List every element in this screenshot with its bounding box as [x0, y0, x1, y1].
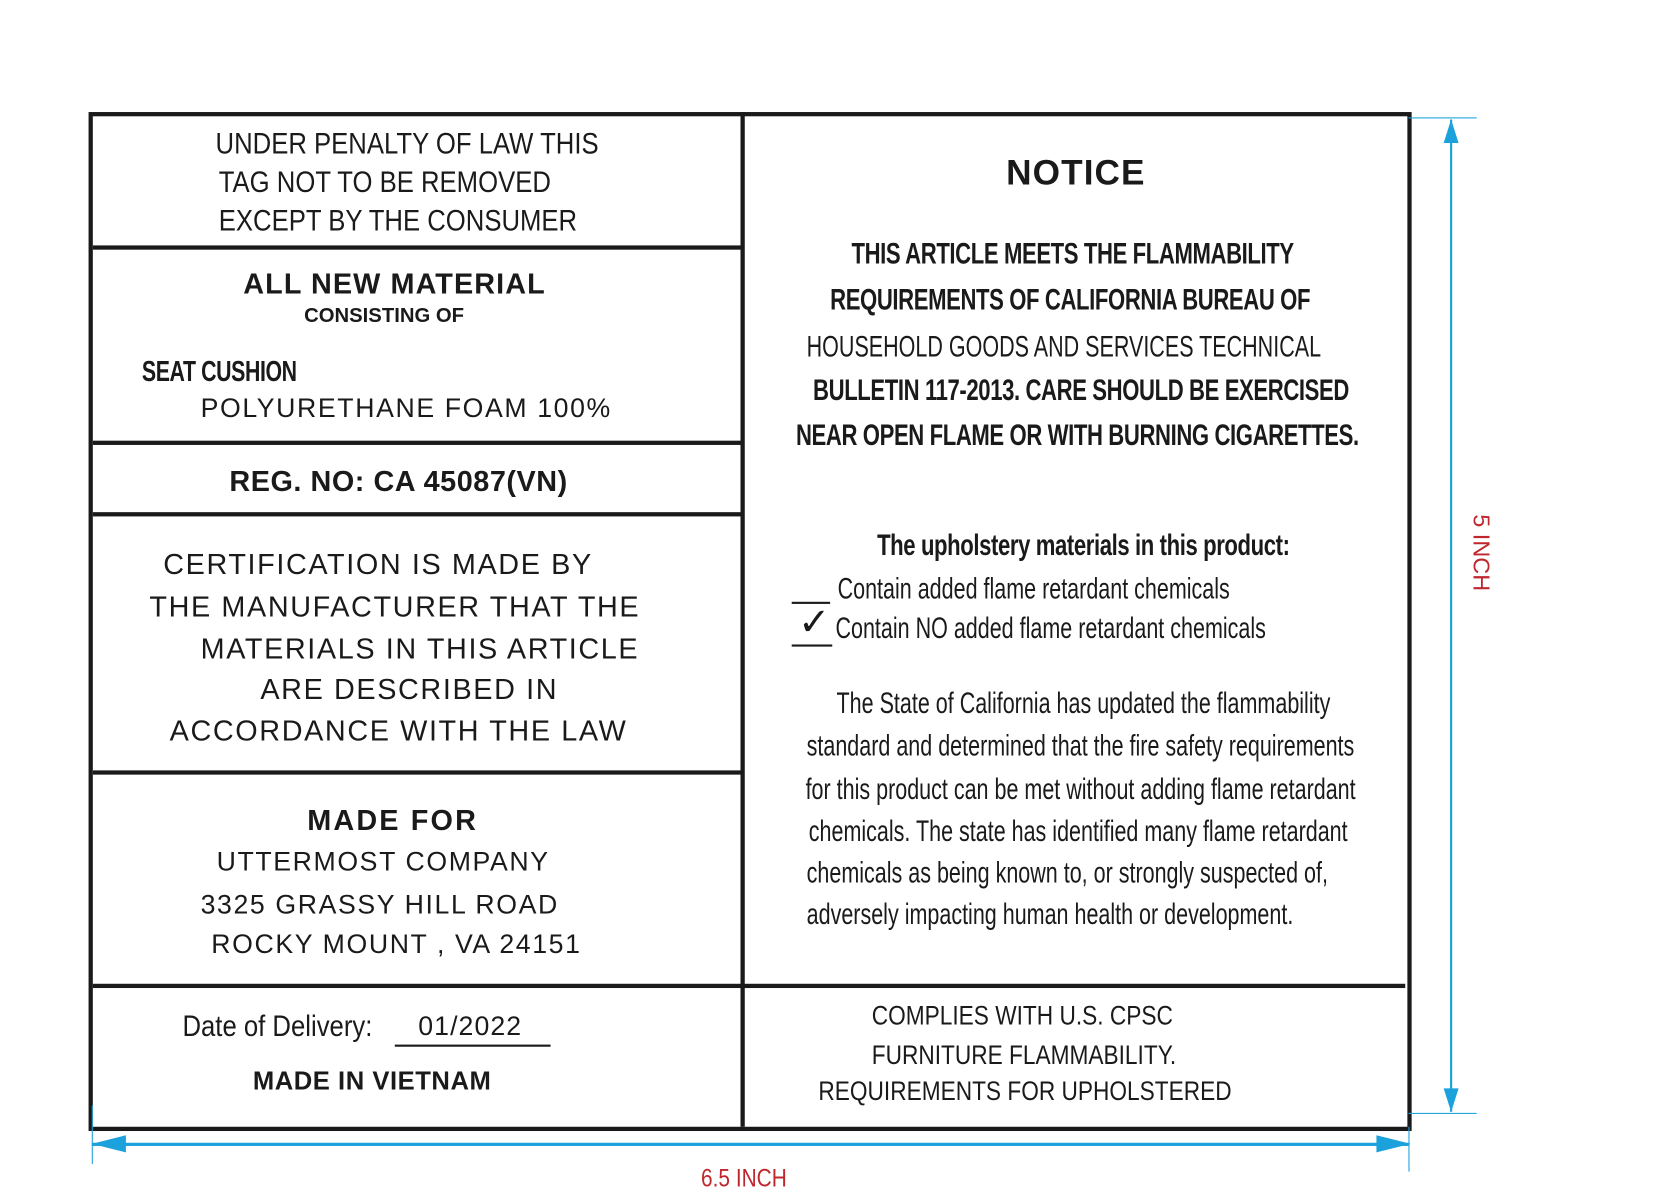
flammability-line: HOUSEHOLD GOODS AND SERVICES TECHNICAL	[806, 329, 1322, 363]
material-heading: ALL NEW MATERIAL	[243, 267, 546, 300]
registration-number: REG. NO: CA 45087(VN)	[229, 465, 568, 498]
state-paragraph-line: adversely impacting human health or deve…	[806, 897, 1294, 931]
cpsc-line: FURNITURE FLAMMABILITY.	[871, 1040, 1177, 1071]
label-border	[88, 112, 1412, 1132]
origin-country: MADE IN VIETNAM	[252, 1067, 492, 1096]
checked-box-line	[791, 644, 833, 647]
date-underline	[394, 1044, 551, 1047]
flammability-line: BULLETIN 117-2013. CARE SHOULD BE EXERCI…	[813, 373, 1349, 407]
divider	[92, 770, 742, 775]
component-name: SEAT CUSHION	[141, 355, 297, 388]
consisting-of: CONSISTING OF	[304, 305, 465, 328]
unchecked-box-line	[791, 601, 831, 604]
state-paragraph-line: chemicals. The state has identified many…	[808, 814, 1348, 848]
state-paragraph-line: standard and determined that the fire sa…	[806, 728, 1355, 762]
checkmark-icon: ✓	[798, 600, 831, 645]
state-paragraph-line: for this product can be met without addi…	[805, 772, 1356, 806]
notice-title: NOTICE	[1006, 152, 1146, 193]
tag-notice-line: TAG NOT TO BE REMOVED	[218, 165, 551, 199]
flammability-line: REQUIREMENTS OF CALIFORNIA BUREAU OF	[830, 282, 1311, 316]
upholstery-heading: The upholstery materials in this product…	[877, 528, 1290, 562]
width-label: 6.5 INCH	[701, 1164, 787, 1192]
state-paragraph-line: The State of California has updated the …	[836, 686, 1331, 720]
option-no-added-chemicals: Contain NO added flame retardant chemica…	[835, 611, 1266, 645]
flammability-line: NEAR OPEN FLAME OR WITH BURNING CIGARETT…	[795, 418, 1359, 452]
certification-line: MATERIALS IN THIS ARTICLE	[200, 632, 640, 665]
cpsc-line: REQUIREMENTS FOR UPHOLSTERED	[818, 1076, 1232, 1107]
height-label: 5 INCH	[1468, 514, 1495, 592]
flammability-line: THIS ARTICLE MEETS THE FLAMMABILITY	[851, 236, 1294, 270]
divider	[92, 512, 742, 517]
made-for-heading: MADE FOR	[307, 804, 479, 837]
tag-notice-line: EXCEPT BY THE CONSUMER	[218, 203, 578, 237]
date-label: Date of Delivery:	[182, 1009, 373, 1043]
column-divider	[740, 112, 745, 1127]
divider	[92, 245, 742, 250]
company-city: ROCKY MOUNT , VA 24151	[211, 929, 582, 960]
option-added-chemicals: Contain added flame retardant chemicals	[837, 571, 1230, 605]
divider	[92, 983, 1406, 989]
date-value: 01/2022	[418, 1011, 523, 1042]
certification-line: CERTIFICATION IS MADE BY	[163, 548, 593, 581]
divider	[92, 440, 742, 445]
certification-line: ACCORDANCE WITH THE LAW	[169, 714, 628, 747]
tag-notice-line: UNDER PENALTY OF LAW THIS	[215, 126, 599, 161]
component-material: POLYURETHANE FOAM 100%	[200, 393, 612, 424]
certification-line: ARE DESCRIBED IN	[260, 673, 559, 706]
company-name: UTTERMOST COMPANY	[216, 847, 550, 878]
state-paragraph-line: chemicals as being known to, or strongly…	[806, 855, 1328, 889]
cpsc-line: COMPLIES WITH U.S. CPSC	[871, 1000, 1173, 1031]
certification-line: THE MANUFACTURER THAT THE	[149, 591, 641, 624]
company-street: 3325 GRASSY HILL ROAD	[200, 889, 559, 920]
